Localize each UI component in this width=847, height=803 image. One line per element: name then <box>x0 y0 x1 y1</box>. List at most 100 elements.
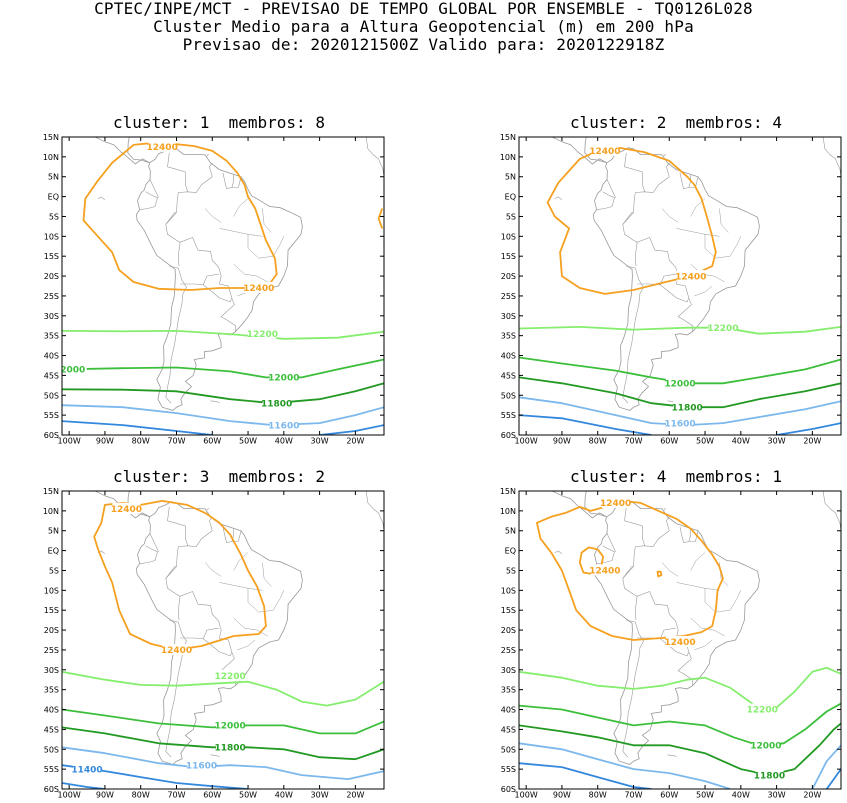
contour-line-12400 <box>656 570 663 578</box>
contour-line-11400 <box>519 762 652 789</box>
lat-label: 20S <box>501 626 516 635</box>
lon-label: 50W <box>696 437 714 446</box>
country-border <box>139 191 158 210</box>
central-america-coastline <box>94 491 150 519</box>
lon-label: 50W <box>696 791 714 800</box>
lat-label: 20S <box>44 626 59 635</box>
contour-label: 12000 <box>750 741 781 751</box>
state-border <box>204 208 222 223</box>
contour-label-bg <box>216 719 245 731</box>
country-border <box>177 596 181 621</box>
south-america-coastline <box>592 147 760 411</box>
state-border <box>219 228 263 237</box>
coastline-segment <box>206 507 209 511</box>
country-border <box>679 526 691 544</box>
contour-line-12400 <box>82 142 278 291</box>
contour-label: 11600 <box>186 761 217 771</box>
lat-label: 10N <box>500 507 516 516</box>
central-america-coastline <box>584 137 607 164</box>
lat-label: 50S <box>44 745 59 754</box>
lat-label: 35S <box>501 332 516 341</box>
lon-label: 20W <box>346 791 364 800</box>
contour-line-11400 <box>776 422 841 435</box>
state-border <box>676 582 720 591</box>
lat-label: 40S <box>44 706 59 715</box>
country-border <box>622 176 692 317</box>
map-frame <box>518 490 842 790</box>
contour-line-12000 <box>62 708 384 735</box>
lat-label: 60S <box>501 785 516 794</box>
lon-label: 70W <box>167 791 185 800</box>
country-border <box>624 152 646 192</box>
lat-label: 45S <box>501 371 516 380</box>
state-border <box>704 234 742 259</box>
country-border <box>165 176 235 317</box>
cluster-panel-4: cluster: 4 membros: 1 12400 12400 12400 122… <box>500 467 842 800</box>
lat-label: 20S <box>44 272 59 281</box>
lat-label: 55S <box>44 765 59 774</box>
lat-label: 30S <box>501 312 516 321</box>
coastline-segment <box>97 196 106 201</box>
header-line-2: Cluster Medio para a Altura Geopotencial… <box>153 17 694 36</box>
state-border <box>719 208 729 233</box>
lat-label: 25S <box>44 646 59 655</box>
contour-label-bg <box>148 140 177 152</box>
coastline-segment <box>210 754 220 757</box>
lon-label: 50W <box>239 791 257 800</box>
state-border <box>262 562 272 587</box>
contour-label-bg <box>751 739 780 751</box>
country-border <box>624 506 646 546</box>
state-border <box>690 552 706 571</box>
lat-label: 45S <box>44 371 59 380</box>
lat-label: 30S <box>44 312 59 321</box>
state-border <box>247 588 285 613</box>
lon-label: 100W <box>58 437 81 446</box>
lon-label: 30W <box>311 437 329 446</box>
lon-label: 30W <box>311 791 329 800</box>
lat-label: 45S <box>501 725 516 734</box>
map-content: 12400 12400 12200 12000 11800 11600 11400 <box>62 491 384 789</box>
contour-label-bg <box>73 763 102 775</box>
contour-label: 12200 <box>214 672 245 682</box>
coastline-segment <box>822 491 841 531</box>
lat-label: EQ <box>505 193 516 202</box>
contour-label: 11600 <box>664 419 695 429</box>
contour-label: 12200 <box>247 330 278 340</box>
country-border <box>139 545 158 564</box>
lat-label: 10N <box>43 153 59 162</box>
contour-label: 11600 <box>268 421 299 431</box>
contour-label: 12400 <box>147 143 178 153</box>
contour-line-12200 <box>519 666 841 709</box>
panel-title: cluster: 1 membros: 8 <box>113 113 325 132</box>
contour-line-12200 <box>62 330 384 340</box>
contour-line-11800 <box>519 722 841 776</box>
contour-label: 12200 <box>707 324 738 334</box>
state-border <box>204 562 222 577</box>
lat-label: 15S <box>44 606 59 615</box>
lat-label: 60S <box>44 785 59 794</box>
lon-label: 100W <box>515 437 538 446</box>
contour-label-bg <box>269 419 298 431</box>
state-border <box>694 285 713 297</box>
state-border <box>690 263 725 283</box>
country-border <box>596 545 615 564</box>
country-border <box>149 179 159 198</box>
map-content: 12400 12400 12200 2000 12000 11800 11600 <box>60 137 384 435</box>
lon-label: 90W <box>96 437 114 446</box>
contour-label: 11400 <box>71 765 102 775</box>
central-america-coastline <box>94 137 150 165</box>
contour-label: 2000 <box>60 366 85 376</box>
lon-label: 80W <box>132 437 150 446</box>
contour-label-bg <box>601 496 630 508</box>
contour-label-bg <box>162 643 191 655</box>
map-cluster-1: 12400 12400 12200 2000 12000 11800 11600 15N 10N… <box>43 133 385 446</box>
contour-label: 12400 <box>111 505 142 515</box>
state-border <box>247 234 285 259</box>
contour-label: 11800 <box>671 403 702 413</box>
contour-label-bg <box>666 417 694 429</box>
lat-label: 45S <box>44 725 59 734</box>
map-frame <box>61 136 385 436</box>
lon-label: 90W <box>96 791 114 800</box>
contour-label-bg <box>590 144 619 156</box>
lat-label: 10S <box>44 232 59 241</box>
